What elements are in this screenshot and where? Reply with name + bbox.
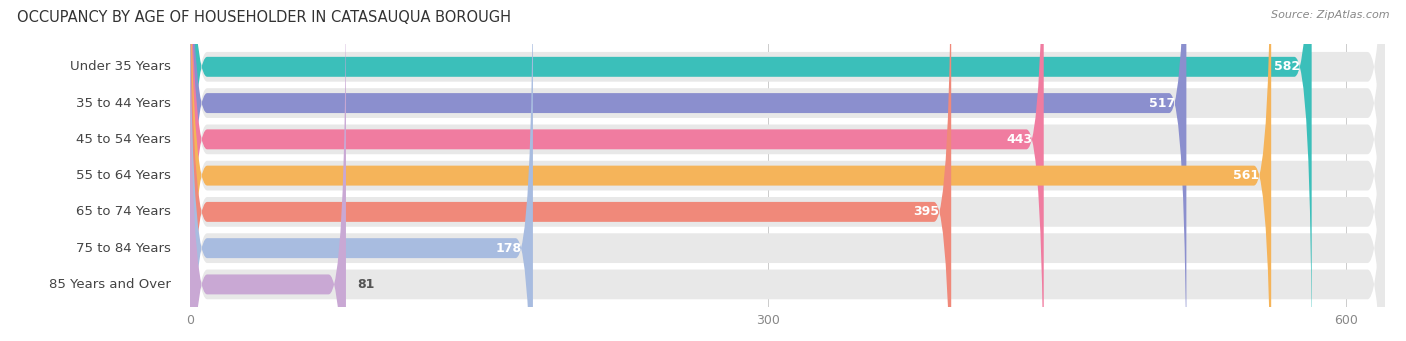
- FancyBboxPatch shape: [190, 0, 1385, 341]
- FancyBboxPatch shape: [190, 0, 346, 341]
- FancyBboxPatch shape: [190, 0, 1271, 341]
- FancyBboxPatch shape: [190, 0, 1385, 341]
- Text: 561: 561: [1233, 169, 1260, 182]
- FancyBboxPatch shape: [190, 0, 1187, 341]
- FancyBboxPatch shape: [190, 0, 1385, 341]
- FancyBboxPatch shape: [190, 0, 952, 341]
- Text: 75 to 84 Years: 75 to 84 Years: [76, 242, 170, 255]
- Text: 443: 443: [1007, 133, 1032, 146]
- Text: 45 to 54 Years: 45 to 54 Years: [76, 133, 170, 146]
- Text: 55 to 64 Years: 55 to 64 Years: [76, 169, 170, 182]
- Text: 395: 395: [914, 205, 939, 218]
- Text: 582: 582: [1274, 60, 1301, 73]
- FancyBboxPatch shape: [190, 0, 533, 341]
- Text: Under 35 Years: Under 35 Years: [70, 60, 170, 73]
- FancyBboxPatch shape: [190, 0, 1385, 341]
- FancyBboxPatch shape: [190, 0, 1385, 341]
- Text: 178: 178: [495, 242, 522, 255]
- FancyBboxPatch shape: [190, 0, 1385, 341]
- Text: 85 Years and Over: 85 Years and Over: [49, 278, 170, 291]
- FancyBboxPatch shape: [190, 0, 1312, 341]
- Text: 35 to 44 Years: 35 to 44 Years: [76, 97, 170, 109]
- Text: OCCUPANCY BY AGE OF HOUSEHOLDER IN CATASAUQUA BOROUGH: OCCUPANCY BY AGE OF HOUSEHOLDER IN CATAS…: [17, 10, 510, 25]
- FancyBboxPatch shape: [190, 0, 1385, 341]
- Text: 517: 517: [1149, 97, 1175, 109]
- Text: Source: ZipAtlas.com: Source: ZipAtlas.com: [1271, 10, 1389, 20]
- Text: 81: 81: [357, 278, 375, 291]
- FancyBboxPatch shape: [190, 0, 1043, 341]
- Text: 65 to 74 Years: 65 to 74 Years: [76, 205, 170, 218]
